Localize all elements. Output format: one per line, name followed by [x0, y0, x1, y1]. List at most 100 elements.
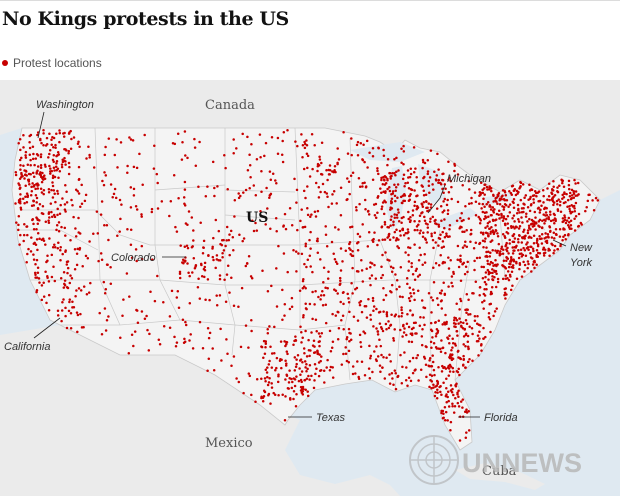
protest-dot: [480, 265, 483, 269]
protest-dot: [235, 377, 238, 380]
mexico-label: Mexico: [205, 436, 253, 451]
protest-dot: [303, 360, 307, 363]
protest-dot: [85, 157, 88, 160]
protest-dot: [178, 276, 182, 280]
protest-dot: [408, 299, 412, 303]
protest-dot: [186, 246, 190, 250]
protest-dot: [227, 238, 231, 242]
protest-dot: [328, 369, 332, 372]
protest-dot: [334, 260, 338, 264]
protest-dot: [19, 197, 22, 201]
protest-dot: [64, 160, 67, 163]
protest-dot: [432, 386, 435, 389]
protest-dot: [179, 244, 182, 247]
protest-dot: [308, 354, 311, 358]
protest-dot: [293, 369, 297, 372]
protest-dot: [312, 339, 316, 343]
protest-dot: [327, 205, 330, 209]
protest-dot: [326, 358, 329, 362]
protest-dot: [386, 163, 389, 167]
protest-dot: [519, 248, 523, 251]
protest-dot: [553, 222, 556, 225]
protest-dot: [284, 378, 287, 381]
protest-dot: [69, 147, 73, 150]
protest-dot: [418, 246, 421, 249]
protest-dot: [513, 220, 516, 223]
protest-dot: [399, 266, 403, 269]
protest-dot: [570, 204, 573, 207]
protest-dot: [192, 229, 195, 232]
protest-dot: [51, 158, 55, 162]
protest-dot: [207, 336, 211, 340]
protest-dot: [416, 289, 420, 293]
protest-dot: [19, 163, 22, 167]
protest-dot: [269, 402, 272, 405]
protest-dot: [390, 313, 393, 317]
protest-dot: [513, 249, 516, 252]
protest-dot: [356, 360, 359, 363]
protest-dot: [445, 387, 448, 390]
protest-dot: [172, 173, 176, 177]
protest-dot: [461, 184, 464, 187]
protest-dot: [534, 191, 538, 195]
protest-dot: [119, 336, 122, 339]
protest-dot: [34, 276, 37, 279]
protest-dot: [58, 169, 62, 173]
protest-dot: [405, 322, 409, 326]
protest-dot: [396, 183, 400, 186]
protest-dot: [441, 409, 445, 413]
protest-dot: [482, 245, 485, 249]
protest-dot: [346, 152, 350, 155]
protest-dot: [432, 383, 435, 386]
protest-dot: [415, 225, 419, 228]
protest-dot: [312, 386, 316, 390]
protest-dot: [438, 347, 442, 351]
protest-dot: [574, 182, 577, 185]
protest-dot: [47, 308, 51, 312]
protest-dot: [55, 224, 59, 227]
protest-dot: [347, 349, 351, 353]
protest-dot: [283, 419, 287, 422]
protest-dot: [486, 225, 489, 228]
protest-dot: [74, 227, 77, 230]
protest-dot: [231, 236, 235, 239]
protest-dot: [42, 192, 45, 196]
protest-dot: [381, 273, 385, 277]
protest-dot: [427, 364, 430, 368]
protest-dot: [351, 254, 355, 258]
protest-dot: [233, 198, 237, 202]
protest-dot: [349, 253, 352, 256]
protest-dot: [433, 231, 437, 234]
protest-dot: [547, 216, 550, 219]
protest-dot: [120, 203, 123, 206]
protest-dot: [473, 315, 477, 318]
protest-dot: [412, 171, 416, 174]
protest-dot: [153, 299, 157, 303]
protest-dot: [321, 303, 325, 307]
legend: Protest locations: [2, 56, 102, 70]
protest-dot: [526, 206, 530, 209]
protest-dot: [413, 243, 416, 246]
protest-dot: [358, 301, 361, 304]
protest-dot: [561, 197, 564, 200]
protest-dot: [496, 202, 499, 206]
protest-dot: [304, 242, 308, 246]
protest-dot: [540, 204, 543, 207]
protest-dot: [50, 188, 53, 192]
protest-dot: [45, 136, 49, 140]
protest-dot: [327, 168, 330, 172]
protest-dot: [447, 267, 451, 270]
protest-dot: [358, 185, 362, 188]
protest-dot: [428, 191, 431, 195]
protest-dot: [304, 366, 307, 369]
protest-dot: [361, 158, 365, 162]
protest-dot: [221, 255, 224, 259]
protest-dot: [400, 382, 404, 385]
protest-dot: [413, 200, 417, 204]
protest-dot: [382, 154, 386, 158]
protest-dot: [34, 273, 37, 277]
protest-dot: [186, 156, 189, 160]
protest-dot: [563, 228, 566, 231]
protest-dot: [42, 129, 45, 132]
protest-dot: [39, 166, 43, 169]
